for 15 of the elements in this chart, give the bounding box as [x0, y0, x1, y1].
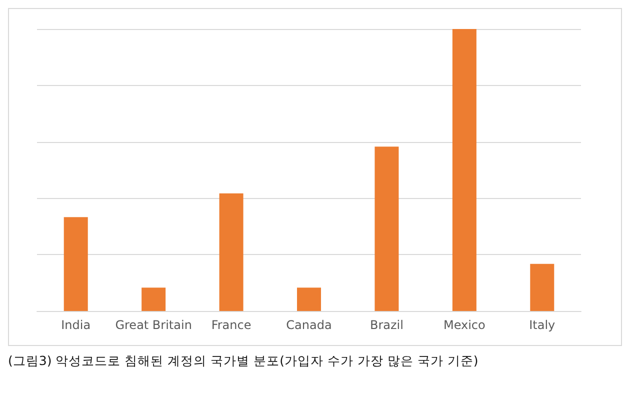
x-tick-label: France [211, 318, 252, 332]
bar [530, 264, 554, 311]
bar [64, 217, 88, 311]
bar [374, 146, 399, 311]
bar [219, 193, 244, 311]
bar [452, 29, 476, 311]
text: (그림3) 악성코드로 침해된 계정의 국가별 분포(가입자 수가 가장 많은 국가 기준) [8, 352, 480, 370]
x-tick-label: India [61, 318, 91, 332]
x-tick-label: Italy [529, 318, 556, 332]
x-tick-label: Brazil [370, 318, 404, 332]
x-tick-label: Great Britain [115, 318, 192, 332]
x-tick-label: Canada [286, 318, 332, 332]
x-tick-label: Mexico [443, 318, 486, 332]
bar [142, 288, 166, 311]
bar [297, 288, 321, 311]
